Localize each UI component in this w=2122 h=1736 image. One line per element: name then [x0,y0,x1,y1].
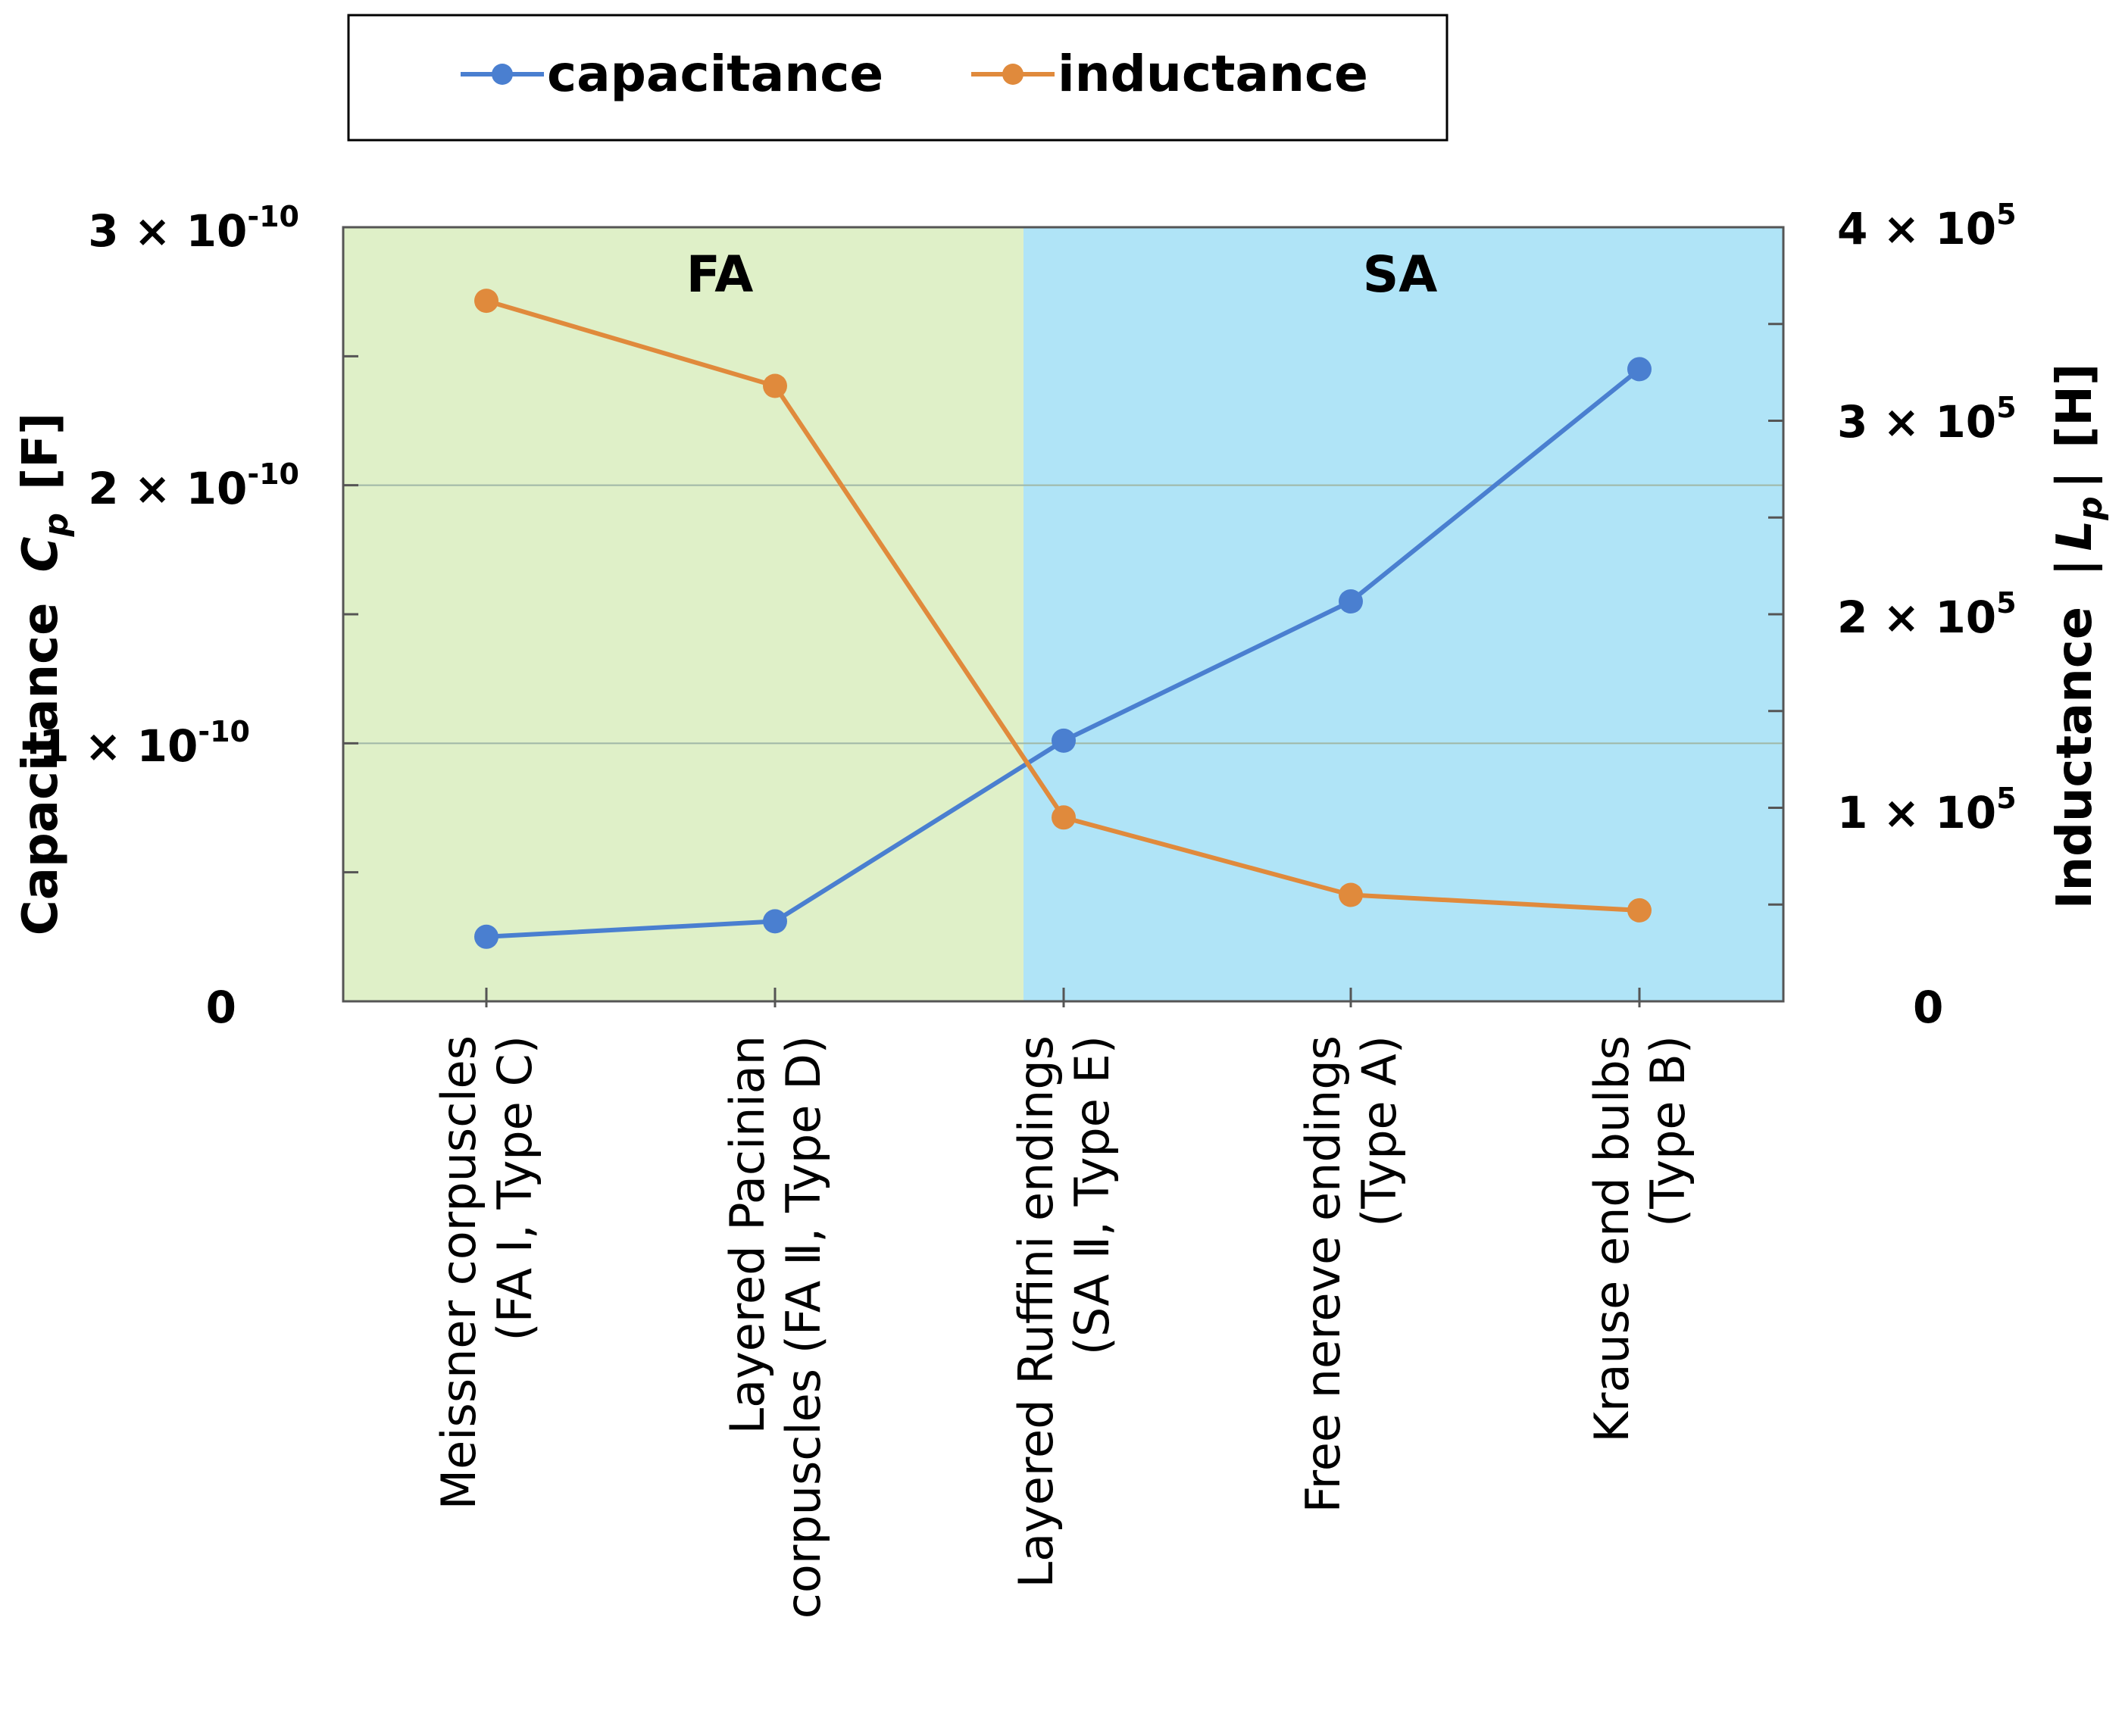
x-axis-category-labels: Meissner corpuscles (FA Ⅰ, Type C) Layered… [431,1035,1695,1619]
category-label-0-line-0: Meissner corpuscles [431,1035,486,1510]
right-axis-title: Inductance|Lp|[H] [2047,364,2110,909]
series-inductance-point-2 [1052,805,1076,830]
category-label-0: Meissner corpuscles (FA Ⅰ, Type C) [431,1035,542,1510]
legend-inductance-label: inductance [1058,45,1368,103]
series-capacitance-point-1 [763,909,787,934]
left-axis-tick-labels: 0 1 × 10-10 2 × 10-10 3 × 10-10 [39,200,299,1033]
right-tick-label-4: 4 × 105 [1837,198,2017,254]
right-tick-label-0: 0 [1913,982,1943,1033]
series [474,289,1652,949]
left-tick-label-0: 0 [206,982,236,1033]
category-label-4: Krause end bulbs (Type B) [1584,1035,1695,1443]
region-sa-background [1023,227,1783,1001]
category-label-4-line-0: Krause end bulbs [1584,1035,1639,1443]
legend-inductance-marker [1002,64,1023,85]
right-tick-label-3: 3 × 105 [1837,391,2017,448]
legend: capacitance inductance [347,14,1449,142]
region-sa-label: SA [1363,245,1438,304]
left-tick-label-3: 3 × 10-10 [88,200,299,257]
category-label-1-line-1: corpuscles (FA Ⅱ, Type D) [776,1035,831,1619]
category-label-3-line-1: (Type A) [1352,1035,1407,1227]
category-label-3-line-0: Free nereve endings [1295,1035,1351,1513]
category-label-2-line-0: Layered Ruffini endings [1008,1035,1064,1588]
legend-frame [347,14,1449,142]
series-capacitance-point-3 [1339,589,1363,614]
series-inductance-point-3 [1339,882,1363,907]
series-capacitance-point-4 [1627,357,1652,382]
series-inductance-point-0 [474,289,498,314]
left-tick-label-2: 2 × 10-10 [88,457,299,514]
series-capacitance-point-2 [1052,728,1076,753]
series-inductance-point-4 [1627,898,1652,923]
left-axis-title: CapacitanceCp[F] [13,413,76,935]
category-label-0-line-1: (FA Ⅰ, Type C) [487,1035,542,1341]
right-tick-label-1: 1 × 105 [1837,782,2017,838]
right-axis-tick-labels: 0 1 × 105 2 × 105 3 × 105 4 × 105 [1837,198,2017,1033]
x-axis-ticks [485,988,1641,1007]
category-label-2: Layered Ruffini endings (SA Ⅱ, Type E) [1008,1035,1120,1588]
left-axis-minor-ticks [343,354,358,874]
legend-capacitance-label: capacitance [547,45,883,103]
series-inductance-point-1 [763,373,787,398]
category-label-3: Free nereve endings (Type A) [1295,1035,1407,1513]
category-label-4-line-1: (Type B) [1640,1035,1695,1227]
region-fa-label: FA [686,245,754,304]
legend-capacitance-marker [492,64,513,85]
region-fa-background [343,227,1023,1001]
right-axis-minor-ticks [1768,323,1783,906]
right-tick-label-2: 2 × 105 [1837,586,2017,643]
category-label-1-line-0: Layered Pacinian [720,1035,775,1434]
left-tick-label-1: 1 × 10-10 [39,715,250,772]
category-label-1: Layered Pacinian corpuscles (FA Ⅱ, Type D… [720,1035,831,1619]
category-label-2-line-1: (SA Ⅱ, Type E) [1064,1035,1120,1355]
series-capacitance-point-0 [474,924,498,949]
